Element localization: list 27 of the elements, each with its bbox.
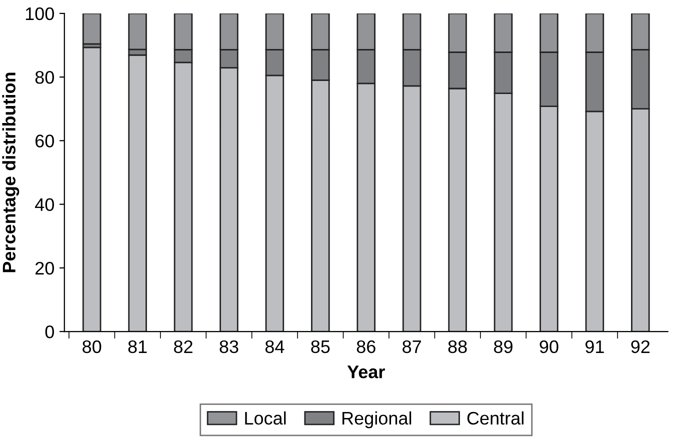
x-tick-label: 84 — [265, 340, 284, 354]
x-tick-label: 87 — [402, 340, 421, 354]
x-tick-label: 80 — [82, 340, 102, 354]
y-tick-label: 0 — [45, 325, 54, 338]
y-tick-label: 100 — [26, 7, 54, 20]
x-tick-label: 81 — [128, 340, 147, 354]
x-tick-label: 90 — [540, 340, 558, 354]
bar — [82, 46, 102, 332]
x-tick-label: 83 — [220, 340, 238, 354]
x-tick-label: 89 — [494, 340, 512, 354]
y-tick-label: 40 — [35, 198, 54, 212]
x-tick-label: 82 — [174, 340, 192, 354]
x-tick-label: 88 — [448, 340, 467, 354]
x-tick-label: 85 — [311, 340, 330, 354]
bar — [82, 13, 102, 45]
y-tick-label: 20 — [36, 262, 54, 275]
legend-label: Regional — [342, 411, 412, 428]
y-tick-label: 60 — [36, 134, 54, 148]
legend-label: Local — [245, 411, 286, 425]
legend-label: Central — [467, 411, 524, 425]
y-tick-label: 80 — [35, 70, 54, 84]
bar — [128, 54, 147, 332]
y-axis-title: Percentage distribution — [2, 72, 20, 272]
x-axis-title: Year — [347, 366, 385, 378]
x-tick-label: 92 — [631, 340, 650, 354]
x-tick-label: 91 — [585, 340, 604, 354]
x-tick-label: 86 — [356, 340, 376, 354]
